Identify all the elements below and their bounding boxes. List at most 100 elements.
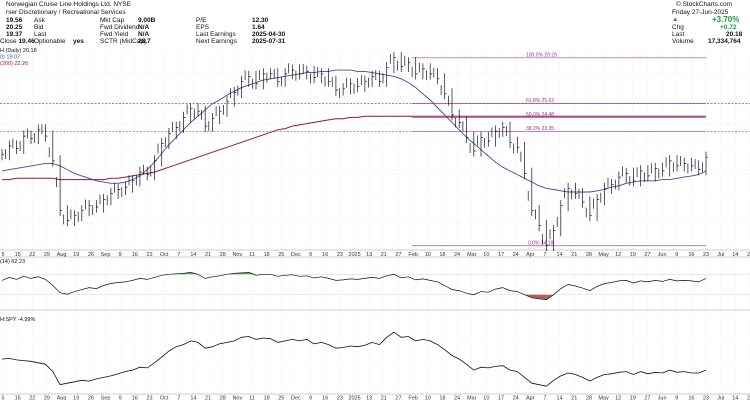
x-tick-label: 28 — [586, 396, 592, 400]
x-tick-label: 26 — [88, 396, 94, 400]
last-earnings-label: Last Earnings — [196, 31, 236, 38]
optionable-label: Optionable — [34, 38, 66, 45]
x-tick-label: 13 — [366, 252, 372, 258]
x-tick-label: 12 — [615, 252, 621, 258]
x-tick-label: 16 — [688, 252, 694, 258]
x-tick-label: Jul — [717, 252, 724, 258]
x-tick-label: Sep — [101, 252, 111, 258]
bid-label: Bid — [34, 24, 44, 31]
price-legend-entry: (200) 22.26 — [0, 61, 28, 67]
x-tick-label: 21 — [571, 396, 577, 400]
x-tick-label: 25 — [278, 252, 284, 258]
fwd-yield-value: N/A — [138, 31, 150, 38]
chg-value: +0.72 — [720, 24, 737, 31]
x-tick-label: 14 — [557, 252, 563, 258]
x-tick-label: 18 — [264, 396, 270, 400]
x-tick-label: 22 — [29, 396, 35, 400]
x-tick-label: 14 — [190, 252, 196, 258]
fib-level-label: 100.0% 29.29 — [526, 52, 557, 58]
x-tick-label: 7 — [177, 252, 180, 258]
x-tick-label: Oct — [160, 252, 169, 258]
x-tick-label: Mar — [467, 252, 477, 258]
x-tick-label: 11 — [249, 252, 255, 258]
mkt-cap-value: 9.00B — [138, 17, 156, 24]
x-tick-label: Apr — [526, 252, 535, 258]
x-tick-label: 16 — [688, 396, 694, 400]
x-tick-label: 7 — [177, 396, 180, 400]
x-tick-label: 23 — [146, 396, 152, 400]
last-label-left: Last — [34, 31, 47, 38]
sctr-label: SCTR (MidCap) — [100, 38, 147, 45]
change-percent: +3.70% — [712, 15, 740, 24]
fib-level-label: 38.2% 23.35 — [526, 126, 554, 132]
x-tick-label: 18 — [439, 252, 445, 258]
x-tick-label: 24 — [454, 396, 460, 400]
x-tick-label: 9 — [675, 396, 678, 400]
x-tick-label: 10 — [425, 252, 431, 258]
next-earnings-label: Next Earnings — [196, 38, 237, 45]
x-tick-label: 15 — [15, 396, 21, 400]
x-tick-label: 27 — [395, 396, 401, 400]
ma200-line — [2, 115, 706, 181]
x-tick-label: Apr — [526, 396, 535, 400]
x-tick-label: 28 — [220, 396, 226, 400]
company-name: Norwegian Cruise Line Holdings Ltd. — [6, 1, 112, 8]
x-tick-label: Nov — [232, 396, 242, 400]
last-label: Last — [672, 31, 685, 38]
x-tick-label: 16 — [132, 396, 138, 400]
x-tick-label: May — [598, 396, 609, 400]
quote-low: 19.37 — [6, 31, 23, 38]
rsi-oversold-fill — [524, 294, 532, 298]
x-tick-label: 29 — [44, 252, 50, 258]
x-tick-label: 18 — [264, 252, 270, 258]
x-tick-label: Dec — [291, 396, 301, 400]
x-tick-label: 9 — [675, 252, 678, 258]
x-tick-label: 23 — [703, 396, 709, 400]
quote-close-label: Close — [0, 38, 17, 45]
x-tick-label: 23 — [337, 252, 343, 258]
x-tick-label: 19 — [73, 396, 79, 400]
last-earnings-value: 2025-04-30 — [252, 31, 286, 38]
x-tick-label: Mar — [467, 396, 477, 400]
sector-label: rser Discretionary / Recreational Servic… — [6, 9, 126, 16]
x-tick-label: 7 — [543, 396, 546, 400]
fwd-dividend-value: N/A — [138, 24, 150, 31]
x-tick-label: Nov — [232, 252, 242, 258]
x-tick-label: 10 — [425, 396, 431, 400]
x-tick-label: 14 — [732, 396, 738, 400]
x-tick-label: 23 — [146, 252, 152, 258]
x-tick-label: Sep — [101, 396, 111, 400]
x-tick-label: 21 — [381, 396, 387, 400]
x-tick-label: 27 — [644, 252, 650, 258]
rsi-line — [1, 271, 707, 301]
x-tick-label: 21 — [571, 252, 577, 258]
x-tick-label: 23 — [703, 252, 709, 258]
x-tick-label: 10 — [483, 252, 489, 258]
quote-close-value: 19.46 — [18, 38, 35, 45]
chart-date: Friday 27-Jun-2025 — [672, 9, 729, 16]
fib-level-label: 50.0% 24.48 — [526, 112, 554, 118]
x-tick-label: 21 — [747, 252, 750, 258]
x-tick-label: 21 — [381, 252, 387, 258]
x-tick-label: 2025 — [348, 396, 360, 400]
exchange-label: NYSE — [113, 1, 132, 8]
quote-open: 19.56 — [6, 17, 23, 24]
x-tick-label: 17 — [498, 252, 504, 258]
pe-value: 12.30 — [252, 17, 269, 24]
x-tick-label: 17 — [498, 396, 504, 400]
x-tick-label: 15 — [15, 252, 21, 258]
relative-legend: H:SPY -4.99% — [0, 317, 35, 323]
sctr-value: 28.7 — [138, 38, 151, 45]
x-tick-label: 27 — [395, 252, 401, 258]
x-tick-label: Jul — [717, 396, 724, 400]
x-tick-label: Aug — [57, 396, 67, 400]
quote-close: Close 19.46 — [0, 38, 35, 46]
quote-high: 20.25 — [6, 24, 23, 31]
optionable-value: yes — [73, 38, 84, 45]
price-legend-entry: H (Daily) 20.18 — [0, 48, 37, 54]
x-tick-label: Feb — [408, 252, 417, 258]
eps-label: EPS — [196, 24, 210, 31]
x-tick-label: 28 — [220, 252, 226, 258]
pe-label: P/E — [196, 17, 207, 24]
last-value: 20.18 — [726, 31, 743, 38]
